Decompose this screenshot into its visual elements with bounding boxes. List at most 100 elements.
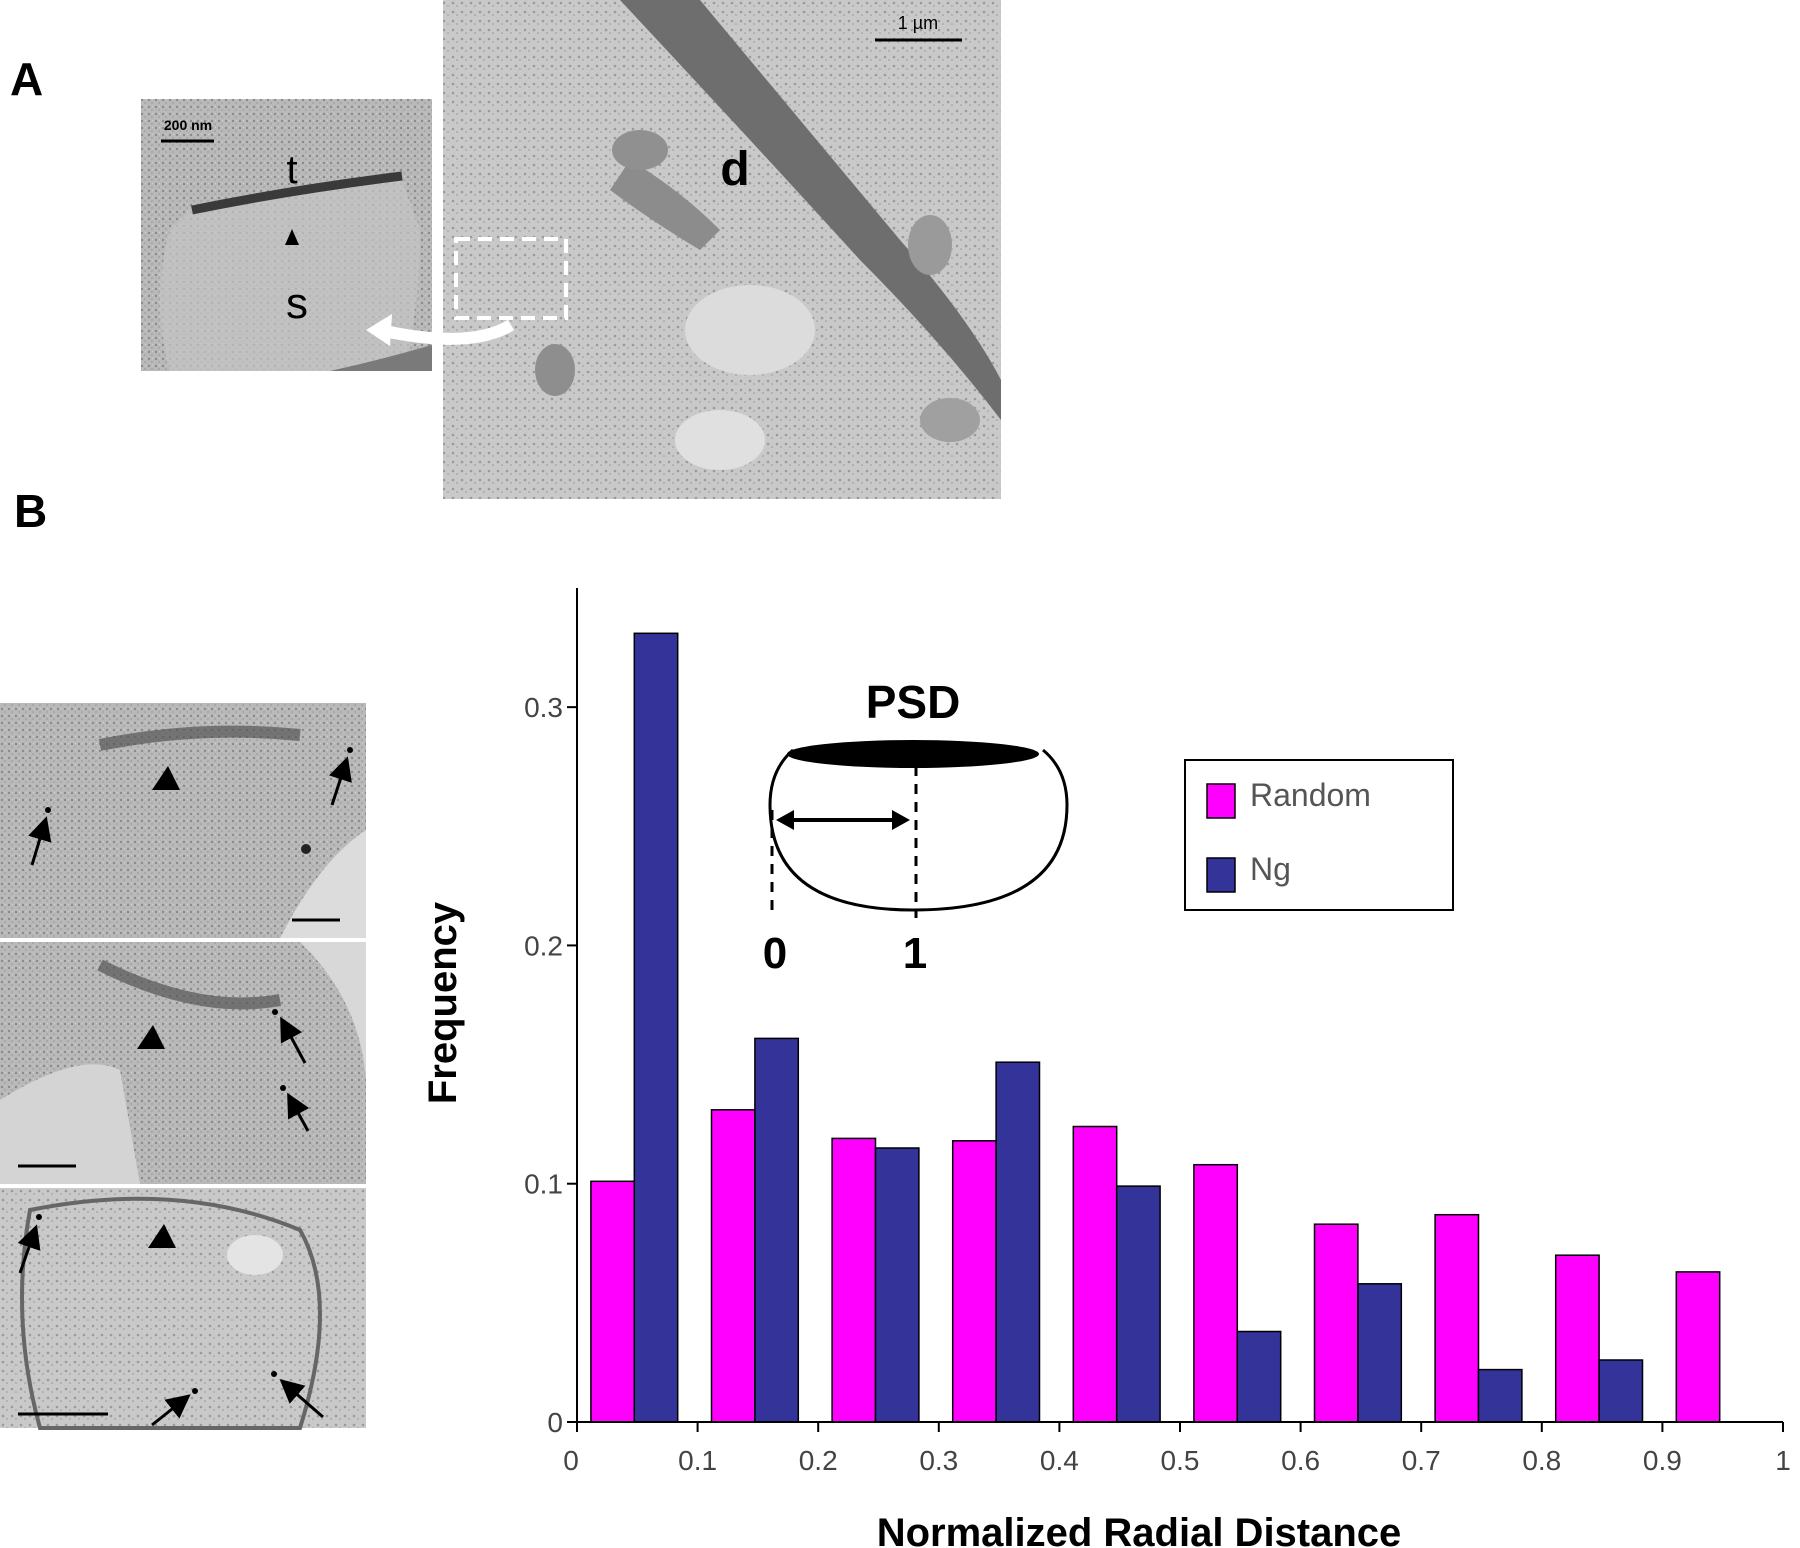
bar-ng-8	[1598, 1359, 1644, 1423]
bar-random-4	[1072, 1125, 1118, 1423]
schematic-zero: 0	[763, 929, 787, 978]
x-tick-label: 0.3	[919, 1445, 958, 1476]
x-tick-label: 0.7	[1402, 1445, 1441, 1476]
psd-title: PSD	[866, 676, 961, 728]
x-tick-label: 1	[1775, 1445, 1791, 1476]
vesicle-cluster	[920, 398, 980, 442]
gold-pointer-arrow	[28, 816, 52, 866]
x-tick-label: 0.9	[1643, 1445, 1682, 1476]
radial-arrow-right	[892, 810, 910, 830]
bar-random-3	[951, 1140, 997, 1423]
gold-particle	[192, 1388, 198, 1394]
x-ticks: 0 0.1 0.2 0.3 0.4 0.5 0.6 0.7 0.8 0.9 1	[563, 1422, 1791, 1476]
bar-random-1	[710, 1109, 756, 1423]
vesicle	[227, 1235, 283, 1275]
y-axis-title: Frequency	[421, 901, 465, 1104]
gold-particle	[45, 807, 51, 813]
panel-a-label: A	[10, 53, 44, 105]
psd-arrowhead-marker	[137, 1025, 165, 1049]
main-micrograph: 1 µm d	[366, 0, 1001, 499]
y-ticks: 0 0.1 0.2 0.3	[524, 692, 577, 1438]
empty-process	[675, 410, 765, 470]
bar-ng-7	[1477, 1368, 1523, 1423]
schematic-one: 1	[903, 929, 927, 978]
gold-pointer-arrow	[17, 1224, 41, 1274]
bar-ng-3	[995, 1061, 1041, 1423]
gold-particle	[272, 1009, 278, 1015]
bar-random-5	[1193, 1163, 1239, 1423]
bar-ng-2	[874, 1147, 920, 1423]
legend-label-ng: Ng	[1250, 851, 1291, 887]
label-terminal: t	[286, 148, 297, 192]
legend: Random Ng	[1184, 759, 1454, 911]
x-tick-label: 0	[563, 1445, 579, 1476]
mitochondrion	[908, 215, 952, 275]
gold-pointer-arrow	[280, 1016, 307, 1064]
bar-random-6	[1313, 1223, 1359, 1423]
legend-swatch-random	[1206, 783, 1236, 819]
gold-particle	[271, 1371, 277, 1377]
legend-label-random: Random	[1250, 777, 1371, 813]
psd-arrowhead-marker	[285, 229, 299, 245]
bar-ng-0	[633, 632, 679, 1423]
label-dendrite: d	[720, 143, 749, 196]
zoom-box	[454, 237, 568, 320]
bar-layer	[590, 632, 1721, 1423]
x-axis-title: Normalized Radial Distance	[877, 1511, 1402, 1548]
psd-density	[97, 959, 282, 1010]
x-tick-label: 0.5	[1161, 1445, 1200, 1476]
dendrite-branch	[610, 160, 720, 250]
gold-pointer-arrow	[329, 756, 352, 806]
immunogold-micrograph-3	[0, 1188, 366, 1430]
spine-region	[160, 175, 420, 371]
psd-bar	[787, 740, 1039, 768]
x-tick-label: 0.1	[678, 1445, 717, 1476]
x-tick-label: 0.4	[1040, 1445, 1079, 1476]
legend-swatch-ng	[1206, 857, 1236, 893]
bar-ng-6	[1357, 1283, 1403, 1423]
bar-random-7	[1434, 1213, 1480, 1423]
gold-particle	[301, 844, 311, 854]
adjacent-process	[300, 942, 366, 1080]
immunogold-micrograph-1	[0, 703, 366, 938]
immunogold-micrograph-2	[0, 942, 366, 1184]
bar-ng-5	[1236, 1330, 1282, 1423]
gold-particle	[280, 1085, 286, 1091]
y-tick-label: 0.3	[524, 692, 563, 723]
adjacent-process	[280, 830, 366, 938]
x-tick-label: 0.6	[1281, 1445, 1320, 1476]
gold-particle	[36, 1214, 42, 1220]
dark-corner	[330, 345, 432, 371]
psd-arrowhead-marker	[148, 1224, 176, 1248]
empty-process	[685, 285, 815, 375]
psd-schematic: PSD 0 1	[763, 676, 1069, 978]
mitochondrion	[535, 344, 575, 396]
y-tick-label: 0.1	[524, 1169, 563, 1200]
x-tick-label: 0.2	[799, 1445, 838, 1476]
bar-ng-4	[1115, 1185, 1161, 1423]
histogram-chart: 0 0.1 0.2 0.3 0 0.1 0.2 0.3 0.4 0.5 0.6 0.7 0.8 0.9 1…	[421, 588, 1791, 1548]
gold-pointer-arrow	[279, 1379, 324, 1419]
zoom-callout-arrowhead	[366, 314, 392, 346]
psd-density	[98, 725, 301, 751]
psd-density	[191, 171, 403, 215]
main-scale-label: 1 µm	[898, 13, 938, 33]
bar-random-0	[590, 1180, 636, 1423]
radial-arrow-left	[776, 810, 794, 830]
gold-particle	[347, 747, 353, 753]
bar-random-2	[831, 1137, 877, 1423]
inset-scale-label: 200 nm	[164, 117, 212, 133]
psd-arrowhead-marker	[152, 766, 180, 790]
panel-b-label: B	[14, 485, 48, 537]
spine-outline	[768, 748, 1069, 912]
bar-ng-1	[754, 1037, 800, 1423]
y-tick-label: 0.2	[524, 930, 563, 961]
gold-pointer-arrow	[287, 1092, 310, 1132]
adjacent-process	[0, 1064, 140, 1184]
gold-pointer-arrow	[151, 1394, 191, 1427]
zoom-callout-arrow	[378, 319, 515, 345]
mitochondrion	[612, 130, 668, 170]
bar-random-8	[1554, 1254, 1600, 1423]
x-tick-label: 0.8	[1522, 1445, 1561, 1476]
